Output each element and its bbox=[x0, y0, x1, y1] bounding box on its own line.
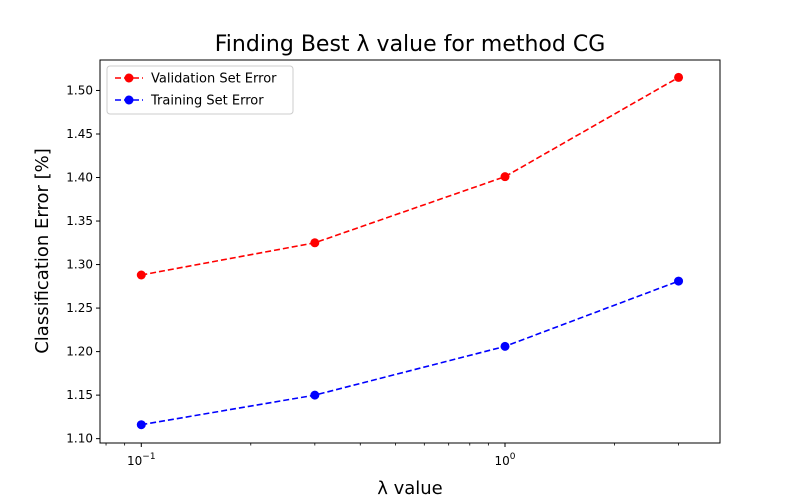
data-point bbox=[136, 270, 146, 280]
data-point bbox=[500, 172, 510, 182]
legend-marker bbox=[124, 95, 134, 105]
plot-area bbox=[100, 60, 720, 443]
legend-marker bbox=[124, 73, 134, 83]
data-point bbox=[136, 420, 146, 430]
y-tick-label: 1.30 bbox=[66, 258, 93, 272]
y-axis: 1.10 1.15 1.20 1.25 1.30 1.35 1.40 1.45 1.50 bbox=[66, 83, 100, 446]
chart-title: Finding Best λ value for method CG bbox=[215, 32, 606, 57]
plot-frame bbox=[99, 59, 721, 444]
y-tick-label: 1.15 bbox=[66, 388, 93, 402]
x-tick-base: 10 bbox=[127, 454, 142, 468]
y-tick-label: 1.50 bbox=[66, 83, 93, 97]
series-layer bbox=[136, 72, 684, 430]
y-axis-label: Classification Error [%] bbox=[32, 148, 53, 354]
y-tick-label: 1.35 bbox=[66, 214, 93, 228]
series-line-0 bbox=[141, 76, 679, 276]
y-tick-label: 1.45 bbox=[66, 127, 93, 141]
legend-label: Training Set Error bbox=[150, 94, 264, 109]
data-point bbox=[310, 390, 320, 400]
data-point bbox=[310, 238, 320, 248]
x-tick-exponent: 0 bbox=[510, 452, 516, 462]
x-tick-label: 100 bbox=[495, 452, 516, 468]
y-tick-label: 1.20 bbox=[66, 345, 93, 359]
legend-label: Validation Set Error bbox=[151, 72, 277, 87]
x-tick-label: 10−1 bbox=[127, 452, 156, 468]
data-point bbox=[500, 341, 510, 351]
series-line-1 bbox=[141, 280, 679, 426]
data-point bbox=[674, 276, 684, 286]
x-axis: 10−1 100 bbox=[105, 443, 679, 468]
legend: Validation Set Error Training Set Error bbox=[106, 65, 294, 115]
legend-box bbox=[106, 65, 294, 115]
x-axis-label: λ value bbox=[377, 478, 443, 498]
x-tick-exponent: −1 bbox=[142, 452, 155, 462]
y-tick-label: 1.40 bbox=[66, 171, 93, 185]
data-point bbox=[674, 72, 684, 82]
x-tick-base: 10 bbox=[495, 454, 510, 468]
y-tick-label: 1.10 bbox=[66, 432, 93, 446]
y-tick-label: 1.25 bbox=[66, 301, 93, 315]
